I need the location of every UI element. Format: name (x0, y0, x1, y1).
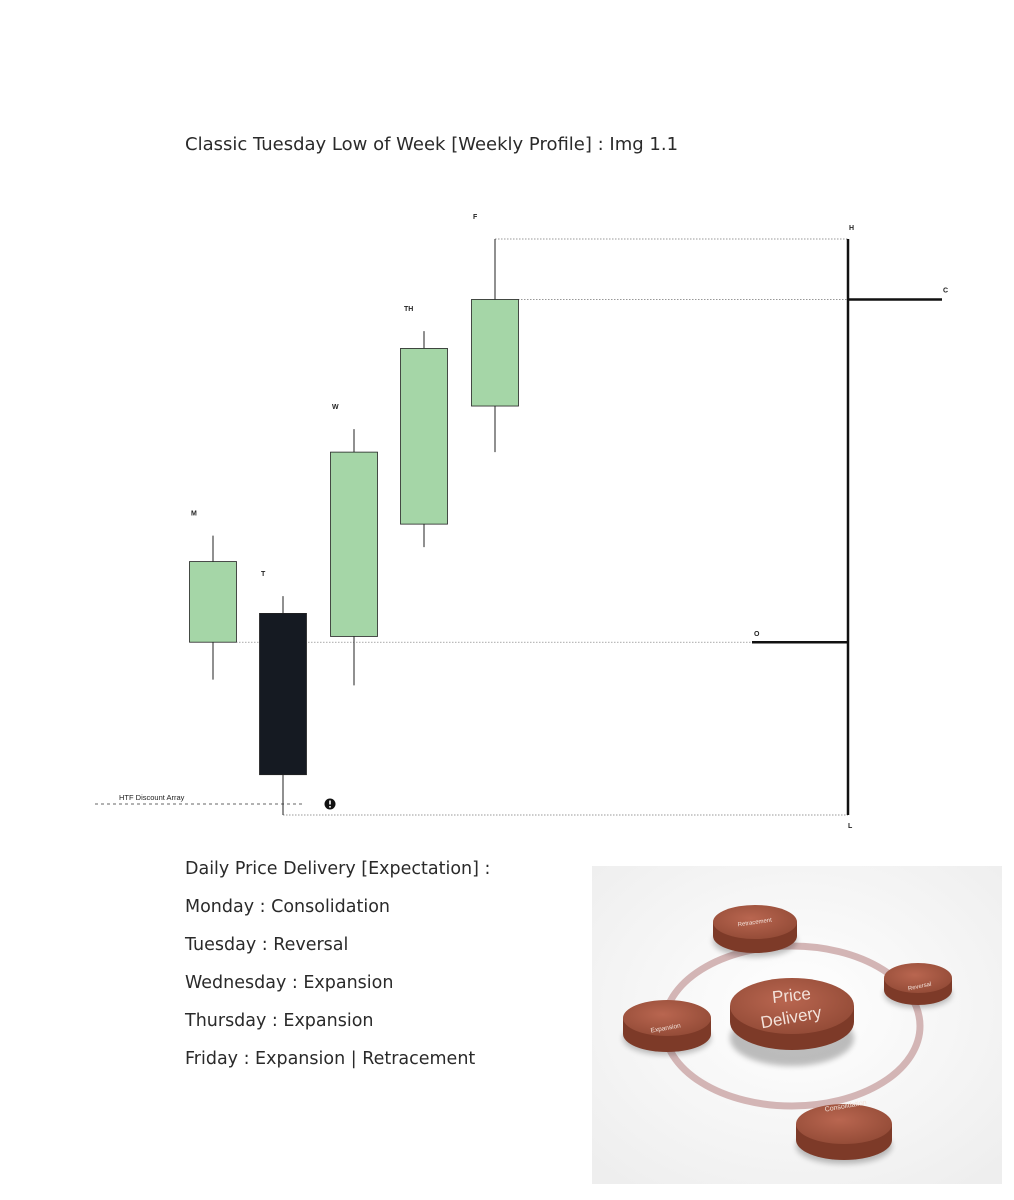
exclamation-icon-dot (329, 806, 331, 808)
candle-body (400, 348, 448, 525)
weekly-open-label: O (754, 631, 760, 638)
candle-label: F (473, 214, 478, 221)
expectation-day: Friday : Expansion | Retracement (185, 1049, 476, 1069)
candle-body (259, 613, 307, 776)
candle-body (471, 299, 519, 407)
weekly-close-label: C (943, 287, 948, 294)
candle-label: M (191, 511, 197, 518)
candle-body (330, 451, 378, 637)
weekly-low-label: L (848, 823, 853, 830)
expectation-day: Monday : Consolidation (185, 897, 391, 917)
candles: M T W TH F (189, 214, 519, 815)
node-reversal: Reversal (884, 963, 952, 1008)
expectation-day: Thursday : Expansion (185, 1011, 374, 1031)
expectation-day: Tuesday : Reversal (185, 935, 349, 955)
price-delivery-cycle-diagram: Price Delivery Retracement Reversal Expa… (592, 866, 1002, 1184)
node-expansion: Expansion (623, 1000, 711, 1055)
page-title: Classic Tuesday Low of Week [Weekly Prof… (185, 134, 679, 155)
candle-label: T (261, 571, 266, 578)
candle-label: TH (404, 306, 413, 313)
candle-body (189, 561, 237, 643)
htf-label: HTF Discount Array (119, 793, 185, 802)
node-label-top: Retracement (737, 918, 772, 929)
expectation-block: Daily Price Delivery [Expectation] : Mon… (185, 856, 490, 1084)
center-label-line1: Price (771, 984, 812, 1007)
weekly-high-label: H (849, 225, 854, 232)
weekly-bar: H C O L (752, 225, 948, 830)
node-consolidation: Consolidation (796, 1099, 892, 1164)
expectation-day: Wednesday : Expansion (185, 973, 394, 993)
candlestick-chart: HTF Discount Array M T W TH F H C O L (95, 214, 948, 830)
candle-label: W (332, 404, 339, 411)
node-retracement: Retracement (713, 905, 797, 957)
exclamation-icon-bar (329, 800, 331, 805)
gridlines (236, 238, 848, 816)
expectation-heading: Daily Price Delivery [Expectation] : (185, 859, 491, 879)
htf-annotation: HTF Discount Array (95, 793, 336, 810)
center-disc: Price Delivery (730, 978, 854, 1066)
node-label-right: Reversal (908, 982, 932, 993)
